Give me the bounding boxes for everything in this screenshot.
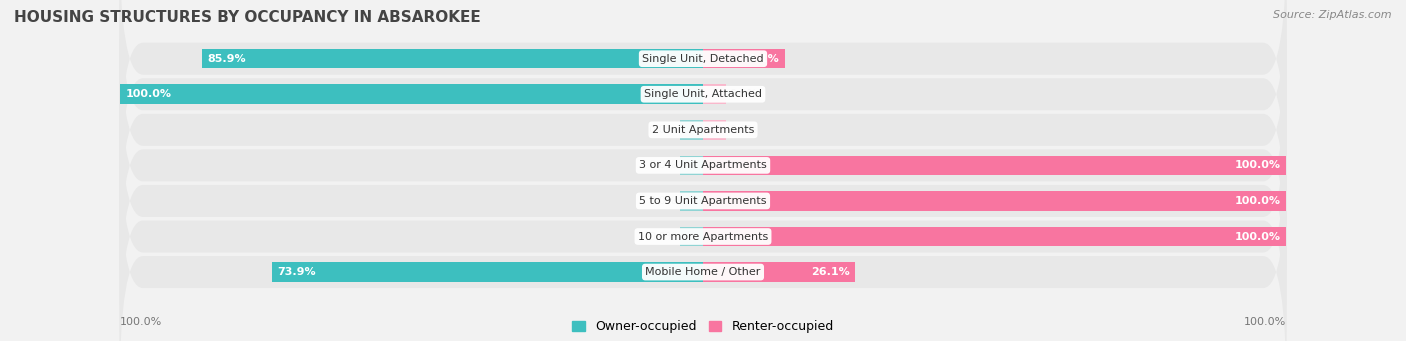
Text: 0.0%: 0.0% — [730, 89, 758, 99]
Bar — [271, 262, 703, 282]
Bar — [679, 191, 703, 211]
Text: 26.1%: 26.1% — [811, 267, 849, 277]
Bar — [703, 120, 727, 139]
Text: 10 or more Apartments: 10 or more Apartments — [638, 232, 768, 241]
Text: 0.0%: 0.0% — [648, 232, 676, 241]
FancyBboxPatch shape — [120, 39, 1286, 292]
Text: Single Unit, Detached: Single Unit, Detached — [643, 54, 763, 64]
Bar — [703, 49, 786, 69]
Bar — [679, 155, 703, 175]
Text: 0.0%: 0.0% — [648, 160, 676, 170]
Text: 2 Unit Apartments: 2 Unit Apartments — [652, 125, 754, 135]
Text: 14.1%: 14.1% — [741, 54, 779, 64]
Bar — [703, 155, 1286, 175]
Text: 100.0%: 100.0% — [1234, 232, 1281, 241]
Text: Source: ZipAtlas.com: Source: ZipAtlas.com — [1274, 10, 1392, 20]
Bar — [202, 49, 703, 69]
Text: 3 or 4 Unit Apartments: 3 or 4 Unit Apartments — [640, 160, 766, 170]
Text: 5 to 9 Unit Apartments: 5 to 9 Unit Apartments — [640, 196, 766, 206]
FancyBboxPatch shape — [120, 4, 1286, 256]
Bar — [703, 262, 855, 282]
Legend: Owner-occupied, Renter-occupied: Owner-occupied, Renter-occupied — [568, 315, 838, 338]
Bar — [703, 191, 1286, 211]
FancyBboxPatch shape — [120, 75, 1286, 327]
Text: 85.9%: 85.9% — [208, 54, 246, 64]
Text: 100.0%: 100.0% — [1234, 160, 1281, 170]
Bar — [703, 227, 1286, 246]
Text: 73.9%: 73.9% — [277, 267, 316, 277]
Text: Mobile Home / Other: Mobile Home / Other — [645, 267, 761, 277]
FancyBboxPatch shape — [120, 110, 1286, 341]
Text: HOUSING STRUCTURES BY OCCUPANCY IN ABSAROKEE: HOUSING STRUCTURES BY OCCUPANCY IN ABSAR… — [14, 10, 481, 25]
Text: 100.0%: 100.0% — [125, 89, 172, 99]
Text: 100.0%: 100.0% — [1244, 317, 1286, 327]
FancyBboxPatch shape — [120, 0, 1286, 185]
FancyBboxPatch shape — [120, 0, 1286, 221]
Bar — [120, 85, 703, 104]
Text: 100.0%: 100.0% — [120, 317, 162, 327]
FancyBboxPatch shape — [120, 146, 1286, 341]
Text: 100.0%: 100.0% — [1234, 196, 1281, 206]
Bar — [679, 120, 703, 139]
Text: 0.0%: 0.0% — [648, 196, 676, 206]
Bar — [703, 85, 727, 104]
Text: Single Unit, Attached: Single Unit, Attached — [644, 89, 762, 99]
Bar — [679, 227, 703, 246]
Text: 0.0%: 0.0% — [648, 125, 676, 135]
Text: 0.0%: 0.0% — [730, 125, 758, 135]
